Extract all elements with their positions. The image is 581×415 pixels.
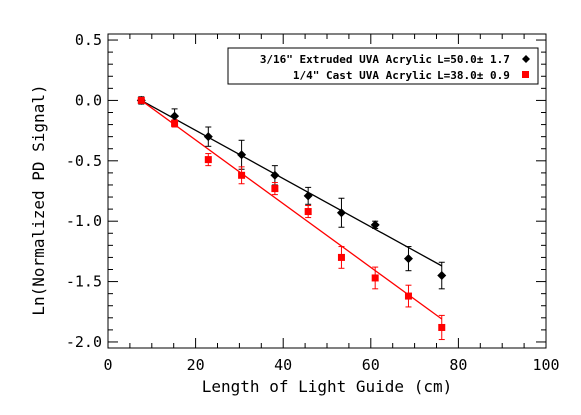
x-tick-label: 80 (449, 356, 467, 374)
y-tick-label: -1.0 (66, 212, 102, 230)
legend-entry-2-square-icon (522, 71, 529, 78)
x-axis-label: Length of Light Guide (cm) (202, 377, 452, 396)
legend-entry-2-fit: L=38.0± 0.9 (437, 69, 510, 82)
data-point-diamond (303, 191, 313, 201)
data-point-square (238, 171, 246, 179)
fit-lines (140, 99, 443, 320)
legend-box (227, 47, 539, 85)
data-point-diamond (270, 170, 280, 180)
data-markers (136, 95, 447, 331)
data-point-square (171, 119, 179, 127)
data-point-square (137, 96, 145, 104)
data-point-square (271, 185, 279, 193)
data-point-square (304, 208, 312, 216)
data-point-square (404, 292, 412, 300)
data-point-diamond (203, 132, 213, 142)
fit-line-series-2 (140, 99, 443, 320)
y-tick-label: -1.5 (66, 273, 102, 291)
data-point-diamond (437, 271, 447, 281)
x-tick-label: 20 (187, 356, 205, 374)
legend-entry-1-diamond-icon (522, 55, 530, 63)
legend: 3/16" Extruded UVA Acrylic L=50.0± 1.7 1… (227, 47, 539, 85)
x-tick-label: 60 (362, 356, 380, 374)
y-axis-label: Ln(Normalized PD Signal) (29, 84, 48, 315)
data-point-diamond (370, 220, 380, 230)
data-point-square (371, 274, 379, 282)
x-tick-label: 100 (532, 356, 559, 374)
legend-entry-1-fit: L=50.0± 1.7 (437, 53, 510, 66)
axis-ticks (107, 34, 547, 348)
legend-entry-1-name: 3/16" Extruded UVA Acrylic (260, 53, 432, 66)
legend-entry-2-name: 1/4" Cast UVA Acrylic (293, 69, 432, 82)
data-point-square (204, 156, 212, 164)
data-point-diamond (336, 208, 346, 218)
data-point-diamond (170, 111, 180, 121)
tick-labels: 0 20 40 60 80 100 0.5 0.0 -0.5 -1.0 -1.5 -2.0 (66, 31, 560, 374)
y-tick-label: 0.5 (75, 31, 102, 49)
fit-line-series-1 (140, 99, 443, 267)
y-tick-label: 0.0 (75, 91, 102, 109)
data-point-square (337, 253, 345, 261)
data-point-diamond (403, 254, 413, 264)
x-tick-label: 40 (274, 356, 292, 374)
y-tick-label: -2.0 (66, 333, 102, 351)
y-tick-label: -0.5 (66, 152, 102, 170)
data-point-diamond (237, 150, 247, 160)
error-bars (138, 96, 445, 341)
data-point-square (438, 323, 446, 331)
x-tick-label: 0 (103, 356, 112, 374)
